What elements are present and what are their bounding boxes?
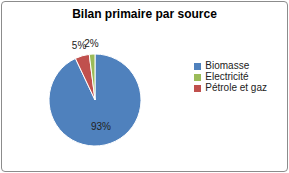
svg-text:5%: 5% <box>71 39 87 51</box>
svg-text:2%: 2% <box>84 38 99 49</box>
html-text:Biomasse: Biomasse <box>205 60 250 71</box>
html-text:Electricité: Electricité <box>205 71 249 82</box>
svg-text:93%: 93% <box>91 121 111 132</box>
html-text:Pétrole et gaz: Pétrole et gaz <box>205 82 267 93</box>
html-text:Bilan primaire par source: Bilan primaire par source <box>72 7 217 21</box>
